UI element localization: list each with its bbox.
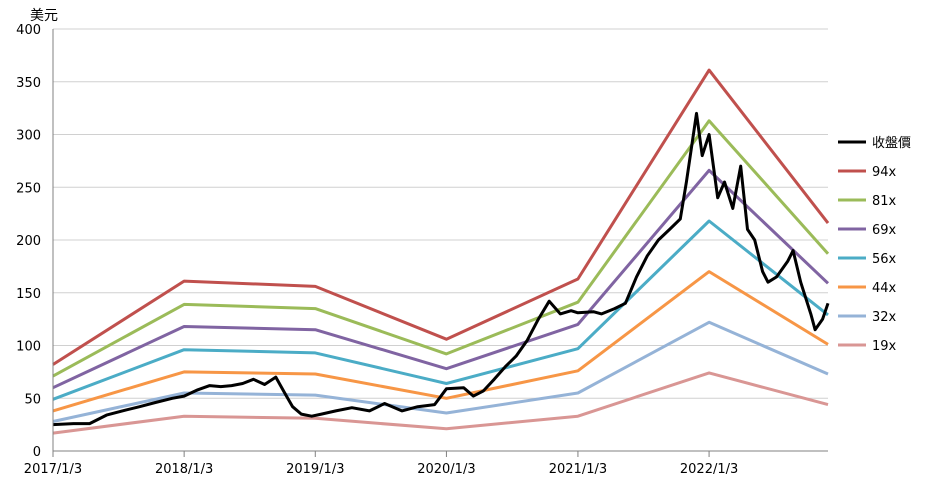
gridlines (53, 28, 828, 399)
series-line (52, 270, 829, 413)
legend-label: 收盤價 (872, 136, 911, 151)
x-tick-label: 2018/1/3 (155, 462, 213, 477)
legend-label: 94x (872, 165, 897, 180)
y-tick-label: 200 (16, 234, 41, 249)
legend-label: 69x (872, 223, 897, 238)
y-tick-label: 150 (16, 287, 41, 302)
series-line (52, 68, 830, 366)
y-tick-label: 400 (16, 23, 41, 38)
series-line (52, 371, 829, 435)
x-tick-label: 2020/1/3 (417, 462, 475, 477)
legend-label: 44x (872, 281, 897, 296)
y-tick-label: 50 (24, 392, 41, 407)
legend: 收盤價 94x 81x 69x 56x 44x 32x 19x (838, 136, 911, 354)
y-tick-labels: 0 50 100 150 200 250 300 350 400 (16, 23, 41, 460)
x-tick-label: 2017/1/3 (24, 462, 82, 477)
series-line (52, 219, 829, 401)
series-line (52, 320, 829, 423)
x-tick-label: 2021/1/3 (549, 462, 607, 477)
legend-label: 19x (872, 339, 897, 354)
x-tick-label: 2022/1/3 (680, 462, 738, 477)
legend-label: 32x (872, 310, 897, 325)
y-tick-label: 100 (16, 340, 41, 355)
x-tick-labels: 2017/1/3 2018/1/3 2019/1/3 2020/1/3 2021/1/3… (24, 462, 738, 477)
series-line (52, 111, 830, 427)
legend-label: 81x (872, 194, 897, 209)
series-line (52, 119, 830, 378)
y-tick-label: 350 (16, 76, 41, 91)
y-tick-label: 250 (16, 181, 41, 196)
legend-label: 56x (872, 252, 897, 267)
series-line (52, 168, 830, 390)
x-tick-label: 2019/1/3 (286, 462, 344, 477)
y-unit-label: 美元 (30, 8, 58, 24)
y-tick-label: 300 (16, 129, 41, 144)
series-lines (52, 68, 830, 435)
axes (52, 29, 828, 457)
y-tick-label: 0 (33, 445, 41, 460)
